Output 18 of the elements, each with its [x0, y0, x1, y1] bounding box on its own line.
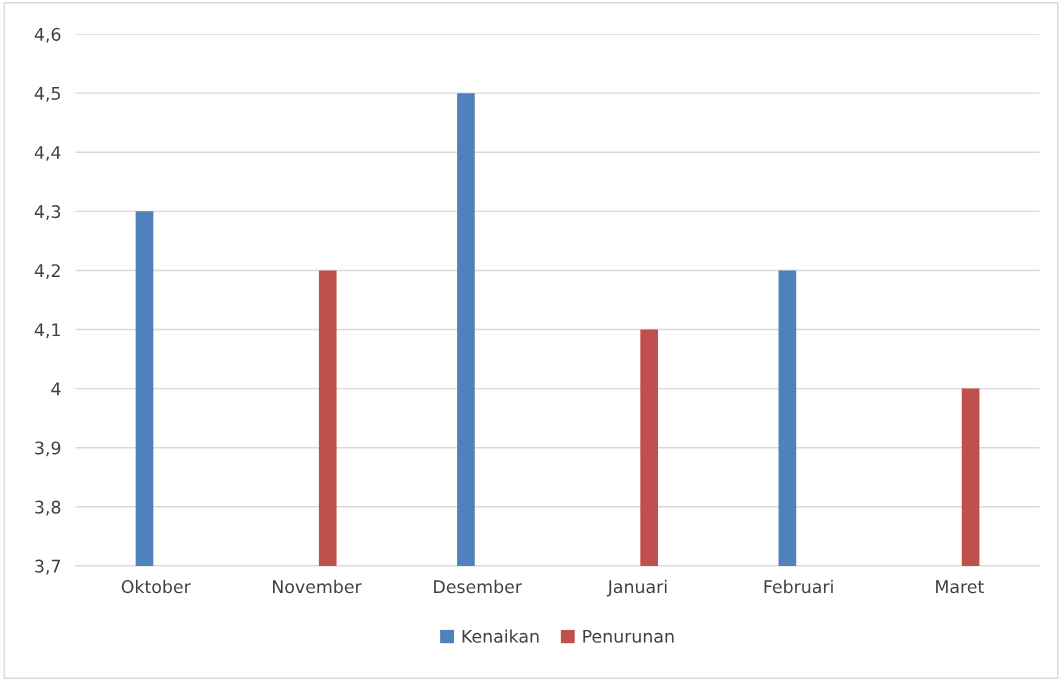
legend-label: Penurunan: [583, 629, 674, 643]
y-tick-label: 4,2: [34, 264, 60, 280]
y-tick-label: 4,4: [34, 146, 61, 161]
y-tick-label: 4: [51, 382, 61, 396]
x-tick-label: Januari: [606, 579, 667, 597]
y-tick-label: 4,1: [34, 323, 60, 339]
x-tick-label: Februari: [764, 579, 833, 594]
y-tick-label: 3,8: [35, 500, 61, 516]
y-tick-label: 4,5: [34, 87, 60, 102]
y-tick-label: 4,3: [34, 205, 61, 220]
x-tick-label: Desember: [434, 579, 522, 594]
y-tick-label: 4,6: [34, 27, 61, 43]
x-tick-label: Oktober: [121, 579, 191, 594]
y-tick-label: 3,9: [35, 441, 61, 457]
x-tick-label: November: [273, 579, 362, 594]
legend-label: Kenaikan: [462, 629, 539, 643]
y-tick-label: 3,7: [35, 559, 61, 575]
x-tick-label: Maret: [936, 580, 984, 594]
